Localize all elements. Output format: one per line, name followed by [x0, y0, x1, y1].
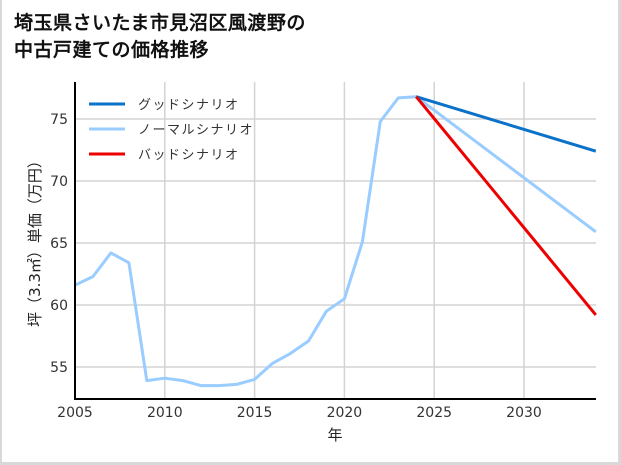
- legend-label: ノーマルシナリオ: [138, 123, 254, 138]
- y-tick-label: 75: [50, 112, 68, 128]
- y-tick-label: 55: [50, 360, 68, 376]
- series-line-0: [415, 95, 597, 153]
- y-tick-label: 70: [50, 174, 68, 190]
- series-line-1: [74, 95, 597, 388]
- series-line-2: [415, 95, 597, 316]
- data-series: [74, 95, 597, 388]
- x-tick-label: 2005: [57, 405, 93, 421]
- chart-title-line2: 中古戸建ての価格推移: [14, 39, 210, 61]
- legend-label: グッドシナリオ: [138, 98, 240, 113]
- x-tick-label: 2010: [147, 405, 183, 421]
- axes: 2005 2010 2015 2020 2025 2030 55 60 65 70 75: [50, 82, 596, 421]
- y-tick-label: 60: [50, 298, 68, 314]
- legend-label: バッドシナリオ: [138, 148, 240, 163]
- x-tick-label: 2020: [327, 405, 363, 421]
- y-axis-label: 坪（3.3㎡）単価（万円）: [26, 153, 44, 327]
- x-axis-label: 年: [327, 426, 342, 444]
- chart-title-line1: 埼玉県さいたま市見沼区風渡野の: [14, 12, 306, 34]
- x-tick-label: 2025: [416, 405, 452, 421]
- x-tick-label: 2030: [506, 405, 542, 421]
- x-tick-label: 2015: [237, 405, 273, 421]
- y-tick-label: 65: [50, 236, 68, 252]
- chart-title: 埼玉県さいたま市見沼区風渡野の 中古戸建ての価格推移: [14, 10, 306, 64]
